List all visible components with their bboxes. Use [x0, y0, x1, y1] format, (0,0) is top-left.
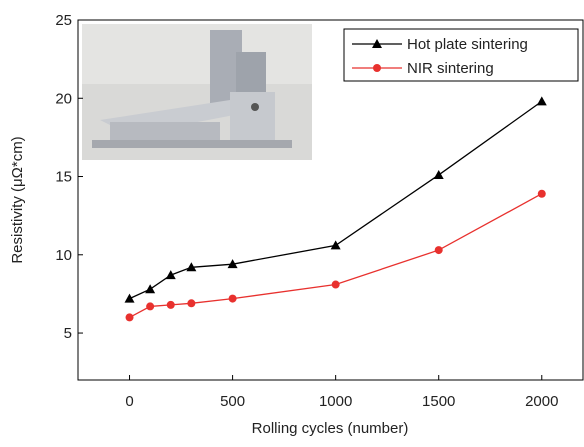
circle-marker — [331, 280, 340, 289]
y-tick-label: 25 — [55, 12, 72, 29]
y-axis-label: Resistivity (μΩ*cm) — [9, 136, 26, 263]
triangle-marker — [227, 259, 238, 269]
triangle-marker — [186, 262, 197, 272]
x-tick-label: 0 — [125, 393, 133, 410]
x-tick-label: 1500 — [422, 393, 455, 410]
circle-marker — [166, 300, 175, 309]
circle-marker — [187, 299, 196, 308]
x-tick-label: 2000 — [525, 393, 558, 410]
triangle-marker — [536, 96, 547, 106]
y-tick-label: 10 — [55, 247, 72, 264]
triangle-marker — [330, 240, 341, 250]
series-line — [129, 100, 543, 300]
circle-marker — [373, 64, 381, 72]
triangle-marker — [433, 169, 444, 179]
y-tick-label: 15 — [55, 169, 72, 186]
triangle-marker — [165, 270, 176, 280]
circle-marker — [228, 294, 237, 303]
circle-marker — [146, 302, 155, 311]
plot-frame — [77, 19, 584, 381]
legend-box — [343, 28, 579, 82]
inset-photo — [82, 24, 312, 160]
triangle-marker — [124, 293, 135, 303]
series-line — [129, 193, 543, 318]
x-axis-label: Rolling cycles (number) — [252, 420, 409, 437]
triangle-marker — [145, 284, 156, 294]
x-tick-label: 1000 — [319, 393, 352, 410]
legend-label: NIR sintering — [407, 60, 494, 77]
triangle-marker — [372, 39, 382, 48]
y-tick-label: 20 — [55, 90, 72, 107]
legend-label: Hot plate sintering — [407, 36, 528, 53]
circle-marker — [125, 313, 134, 322]
circle-marker — [434, 246, 443, 255]
x-tick-label: 500 — [220, 393, 245, 410]
circle-marker — [537, 189, 546, 198]
y-tick-label: 5 — [64, 325, 72, 342]
